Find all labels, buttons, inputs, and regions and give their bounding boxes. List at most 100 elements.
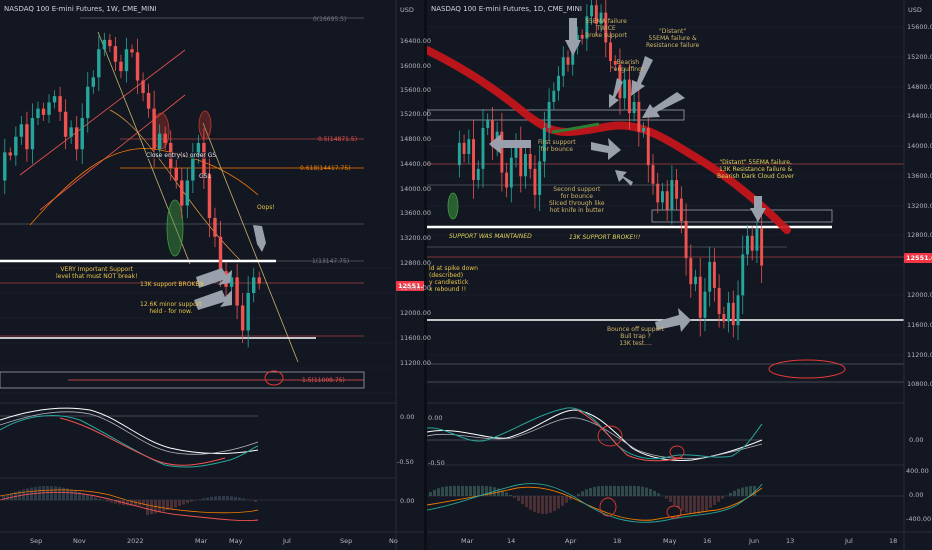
daily-left-price-label: 11200.00 [400, 359, 432, 367]
weekly-very-important-support-label: VERY Important Support level that must N… [56, 266, 138, 280]
daily-hist-bar [645, 487, 648, 496]
daily-candle-body [519, 142, 523, 177]
daily-left-price-label: 13600.00 [400, 209, 432, 217]
weekly-candle-body [229, 277, 234, 287]
weekly-candle-body [58, 96, 62, 112]
daily-resistance-box [427, 109, 685, 121]
daily-hist-bar [701, 496, 704, 513]
daily-current-price: 12551.00 [904, 253, 932, 263]
daily-hist-bar [637, 486, 640, 496]
daily-candle-body [642, 127, 646, 132]
weekly-candle-body [74, 127, 79, 150]
weekly-hist-bar [142, 500, 145, 506]
daily-hist-bar [753, 485, 756, 496]
weekly-hist-bar [70, 489, 73, 500]
daily-hist-bar [485, 486, 488, 496]
weekly-top-ellipse-right [198, 110, 212, 140]
daily-x-tick: 18 [613, 537, 622, 545]
daily-hist-bar [733, 490, 736, 496]
weekly-chart-panel[interactable]: NASDAQ 100 E-mini Futures, 1W, CME_MINI … [0, 0, 424, 550]
daily-osc-circle-2 [669, 445, 685, 459]
daily-hist-bar [525, 496, 528, 508]
daily-hist-bar [481, 485, 484, 496]
daily-hist-bar [557, 496, 560, 509]
daily-chart-panel[interactable]: NASDAQ 100 E-mini Futures, 1D, CME_MINI … [427, 0, 932, 550]
daily-candle-body [632, 101, 636, 114]
daily-left-price-label: 14800.00 [400, 135, 432, 143]
weekly-candle-body [119, 61, 123, 72]
daily-hist-bar [573, 496, 576, 497]
weekly-hist-bar [202, 498, 205, 500]
weekly-hist-bar [54, 486, 57, 500]
weekly-hist-bar [2, 496, 5, 500]
daily-hist-bar [653, 490, 656, 496]
daily-y-tick: 12800.00 [907, 231, 932, 239]
weekly-hist-bar [246, 499, 249, 500]
daily-candle-body [590, 5, 594, 17]
daily-left-price-label: 15200.00 [400, 110, 432, 118]
daily-candle-body [717, 287, 721, 314]
weekly-x-tick: 2022 [127, 537, 144, 545]
daily-hist-bar [621, 485, 624, 496]
weekly-hist-bar [210, 496, 213, 500]
weekly-hist-bar [190, 500, 193, 502]
daily-candle-body [476, 168, 480, 181]
daily-hist-bar [533, 496, 536, 512]
weekly-osc-label-0: 0.00 [400, 413, 415, 421]
weekly-hist-bar [114, 500, 117, 504]
weekly-fib-0-label: 0(16695.5) [313, 16, 347, 23]
weekly-candle-body [141, 80, 145, 93]
daily-candle-body [561, 57, 565, 76]
daily-y-tick: 11600.00 [907, 321, 932, 329]
daily-hist-bar [565, 496, 568, 503]
weekly-current-price: 12551.00 [396, 281, 424, 291]
daily-candle-body [552, 90, 556, 102]
weekly-candle-body [52, 96, 57, 103]
daily-hist-bar [677, 496, 680, 509]
weekly-hist-bar [78, 491, 81, 500]
daily-left-price-label: 16400.00 [400, 37, 432, 45]
daily-candle-body [604, 12, 608, 43]
daily-candle-body [675, 180, 679, 199]
daily-y-tick: 13600.00 [907, 172, 932, 180]
daily-hist-bar [717, 496, 720, 502]
weekly-hist-bar [254, 500, 257, 502]
daily-candle-body [651, 165, 655, 184]
weekly-hist-bar [174, 500, 177, 508]
daily-candle-body [514, 142, 518, 158]
weekly-ema-orange [29, 148, 259, 226]
daily-chart-svg[interactable] [427, 0, 932, 550]
daily-candle-body [500, 131, 504, 173]
daily-candle-body [594, 5, 598, 24]
weekly-candle-body [157, 133, 162, 150]
weekly-osc-label-2: 0.00 [400, 497, 415, 505]
weekly-candle-body [91, 77, 95, 87]
weekly-gs1-label: GS1 [199, 173, 212, 180]
daily-spike-down-note: ld at spike down (described) y candlesti… [429, 265, 478, 293]
daily-55ema-band [427, 46, 791, 234]
daily-hist-bar [521, 496, 524, 505]
weekly-candle-body [47, 102, 51, 115]
daily-osc-label-2: 0.00 [909, 436, 924, 444]
daily-hist-bar [673, 496, 676, 506]
weekly-candle-body [163, 133, 167, 143]
daily-hist-bar [465, 485, 468, 496]
weekly-hist-bar [170, 500, 173, 509]
weekly-hist-bar [238, 497, 241, 500]
daily-left-price-label: 12000.00 [400, 309, 432, 317]
weekly-candle-body [196, 143, 201, 156]
daily-candle-body [698, 276, 702, 318]
weekly-x-tick: Sep [30, 537, 43, 545]
weekly-candle-body [14, 136, 18, 156]
daily-hist-bar [697, 496, 700, 514]
weekly-candle-body [102, 39, 107, 50]
weekly-hist-bar [86, 494, 89, 500]
daily-x-tick: May [663, 537, 677, 545]
panel-divider[interactable] [424, 0, 427, 550]
weekly-x-tick: May [229, 537, 243, 545]
daily-candle-body [457, 142, 461, 166]
weekly-hist-bar [110, 500, 113, 503]
weekly-hist-bar [6, 494, 9, 500]
weekly-hist-bar [222, 496, 225, 500]
weekly-candle-body [218, 236, 223, 272]
